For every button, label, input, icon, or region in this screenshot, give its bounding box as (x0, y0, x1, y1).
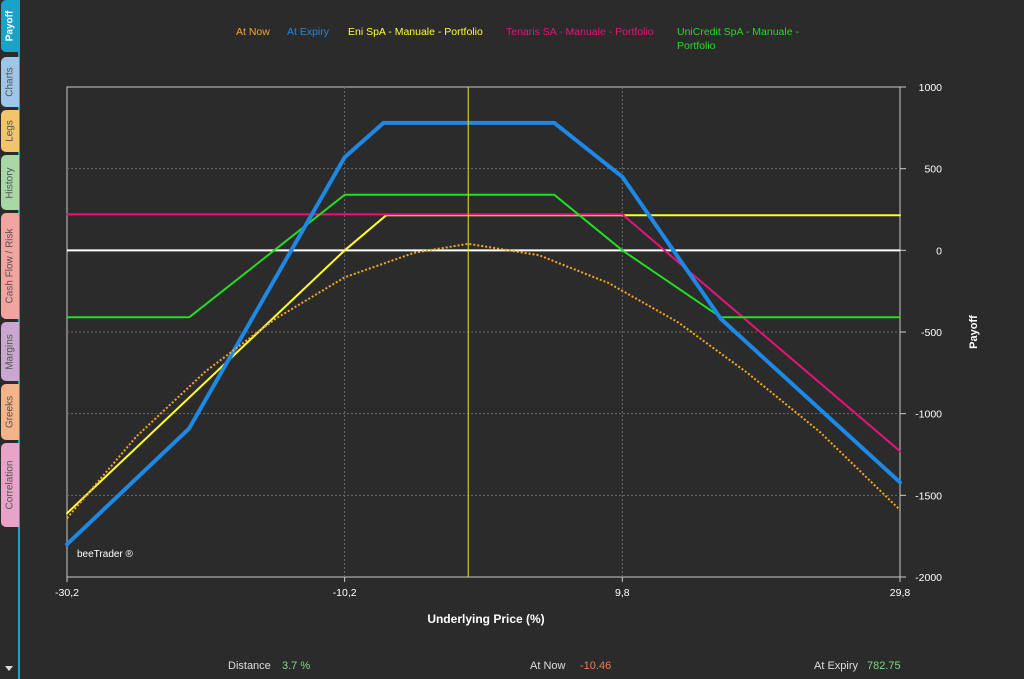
tab-legs[interactable]: Legs (1, 110, 19, 152)
tab-label: Cash Flow / Risk (4, 228, 16, 304)
at-expiry-label: At Expiry (814, 660, 859, 672)
distance-label: Distance (228, 660, 271, 672)
tab-cash-flow-risk[interactable]: Cash Flow / Risk (1, 213, 19, 319)
tab-greeks[interactable]: Greeks (1, 384, 19, 440)
tab-label: Correlation (4, 460, 16, 510)
legend-at-expiry[interactable]: At Expiry (287, 26, 330, 38)
payoff-chart: -30,2 -10,2 9,8 29,8 1000 500 0 -500 -1000 -1500 -… (55, 82, 980, 626)
at-now-value: -10.46 (580, 660, 612, 672)
y-tick-label: 0 (936, 245, 942, 257)
y-tick-label: -1500 (915, 490, 942, 502)
x-tick-label: -30,2 (55, 587, 79, 599)
y-tick-label: -2000 (915, 572, 942, 584)
tab-label: Legs (4, 120, 16, 142)
y-tick-label: -500 (921, 327, 942, 339)
at-expiry-value: 782.75 (867, 660, 901, 672)
tab-label: History (4, 166, 16, 199)
legend-tenaris[interactable]: Tenaris SA - Manuale - Portfolio (506, 26, 654, 38)
tab-correlation[interactable]: Correlation (1, 443, 19, 527)
tab-label: Greeks (4, 395, 16, 429)
tab-payoff[interactable]: Payoff (1, 0, 19, 52)
y-tick-label: -1000 (915, 409, 942, 421)
y-axis-label: Payoff (968, 315, 980, 349)
tab-label: Payoff (4, 10, 16, 42)
tab-label: Margins (4, 333, 16, 370)
tab-charts[interactable]: Charts (1, 57, 19, 107)
series-at-expiry (65, 120, 902, 547)
tab-history[interactable]: History (1, 155, 19, 210)
legend-at-now[interactable]: At Now (236, 26, 270, 38)
legend-unicredit[interactable]: UniCredit SpA - Manuale - Portfolio (677, 26, 799, 52)
distance-value: 3.7 % (282, 660, 311, 672)
watermark-logo: beeTrader ® (77, 549, 133, 560)
y-tick-label: 500 (924, 164, 942, 176)
scroll-down-arrow-icon[interactable] (5, 666, 13, 671)
series-group (65, 120, 902, 547)
tab-margins[interactable]: Margins (1, 322, 19, 381)
ticks: -30,2 -10,2 9,8 29,8 1000 500 0 -500 -1000 -1500 -… (55, 82, 942, 599)
y-tick-label: 1000 (919, 82, 943, 94)
series-eni-spa-manuale-portfolio (66, 214, 901, 515)
at-now-label: At Now (530, 660, 566, 672)
series-tenaris-sa-manuale-portfolio (66, 213, 901, 453)
x-tick-label: -10,2 (333, 587, 357, 599)
x-axis-label: Underlying Price (%) (427, 612, 544, 626)
x-tick-label: 9,8 (615, 587, 630, 599)
sidebar: Payoff Charts Legs History Cash Flow / Risk M… (0, 0, 20, 679)
x-tick-label: 29,8 (890, 587, 911, 599)
legend-eni[interactable]: Eni SpA - Manuale - Portfolio (348, 26, 483, 38)
tab-label: Charts (4, 67, 16, 97)
grid (67, 87, 900, 577)
